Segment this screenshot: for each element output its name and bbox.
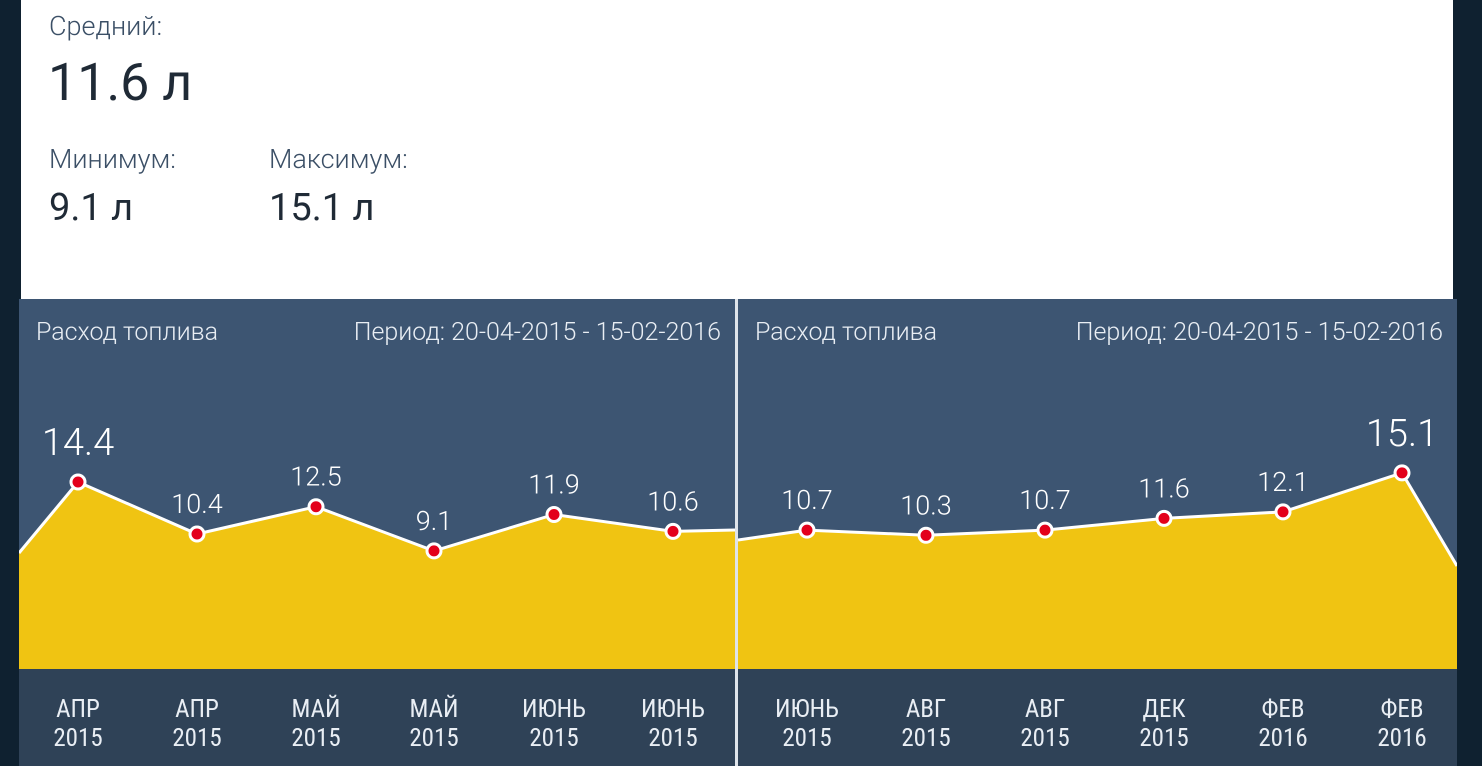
x-tick-month: ИЮНЬ (775, 695, 839, 724)
fuel-chart-2[interactable]: 10.7ИЮНЬ201510.3АВГ201510.7АВГ201511.6ДЕ… (738, 299, 1457, 766)
maximum-label: Максимум: (269, 143, 408, 175)
x-tick-year: 2016 (1377, 724, 1426, 753)
x-tick-month: ФЕВ (1380, 695, 1423, 724)
x-tick-month: АПР (56, 695, 100, 724)
data-label: 12.5 (290, 461, 341, 493)
data-label: 10.7 (1019, 484, 1070, 516)
x-tick-year: 2015 (291, 724, 340, 753)
maximum-value: 15.1 л (269, 186, 375, 230)
x-tick-year: 2015 (53, 724, 102, 753)
x-tick-year: 2015 (648, 724, 697, 753)
panel-divider (735, 299, 738, 766)
data-point[interactable] (188, 525, 206, 543)
fuel-chart-panel-1[interactable]: 14.4 АПР 2015 10.4 АПР 2015 12.5 МАЙ 2015 9.1 МАЙ 2… (19, 299, 735, 766)
x-tick-month: МАЙ (291, 694, 340, 724)
series-line (19, 480, 735, 554)
data-label: 15.1 (1366, 412, 1438, 456)
x-tick-year: 2015 (1139, 724, 1188, 753)
x-tick-month: АВГ (1025, 695, 1065, 724)
x-axis-band (19, 669, 735, 766)
x-tick-month: АВГ (906, 695, 946, 724)
area-fill (738, 472, 1457, 669)
data-point[interactable] (1393, 464, 1411, 482)
data-point[interactable] (1274, 503, 1292, 521)
minimum-value: 9.1 л (49, 186, 134, 230)
data-label: 10.4 (171, 488, 222, 520)
data-point[interactable] (69, 473, 87, 491)
data-point[interactable] (1036, 521, 1054, 539)
data-point[interactable] (798, 521, 816, 539)
data-point[interactable] (425, 542, 443, 560)
chart-period: Период: 20-04-2015 - 15-02-2016 (353, 318, 721, 347)
x-tick-month: АПР (175, 695, 219, 724)
fuel-chart-1[interactable]: 14.4АПР201510.4АПР201512.5МАЙ20159.1МАЙ2… (19, 299, 735, 766)
x-tick-month: ФЕВ (1261, 695, 1304, 724)
x-tick-year: 2015 (1020, 724, 1069, 753)
fuel-chart-panel-2[interactable]: 10.7 ИЮНЬ 2015 10.3 АВГ 2015 10.7 АВГ 2015 11.6 ДЕ… (738, 299, 1457, 766)
x-tick-year: 2015 (901, 724, 950, 753)
data-label: 10.6 (647, 485, 698, 517)
x-tick-year: 2015 (409, 724, 458, 753)
chart-period: Период: 20-04-2015 - 15-02-2016 (1075, 318, 1443, 347)
data-label: 12.1 (1257, 466, 1308, 498)
x-tick-month: МАЙ (409, 694, 458, 724)
data-label: 10.7 (781, 484, 832, 516)
x-tick-year: 2015 (782, 724, 831, 753)
data-point[interactable] (1155, 509, 1173, 527)
data-label: 11.9 (528, 469, 579, 501)
x-tick-year: 2015 (529, 724, 578, 753)
data-point[interactable] (917, 526, 935, 544)
data-label: 9.1 (416, 505, 452, 537)
x-tick-month: ИЮНЬ (522, 695, 586, 724)
x-tick-month: ДЕК (1143, 695, 1186, 724)
x-axis-band (738, 669, 1457, 766)
chart-title: Расход топлива (755, 318, 938, 347)
chart-title: Расход топлива (36, 318, 219, 347)
average-value: 11.6 л (48, 52, 193, 113)
data-label: 14.4 (42, 421, 114, 465)
x-tick-month: ИЮНЬ (641, 695, 705, 724)
data-label: 11.6 (1138, 472, 1189, 504)
area-fill (19, 482, 735, 669)
series-line (738, 471, 1457, 567)
data-point[interactable] (545, 506, 563, 523)
minimum-label: Минимум: (49, 143, 176, 175)
average-label: Средний: (49, 10, 163, 42)
data-point[interactable] (664, 522, 682, 540)
data-label: 10.3 (900, 489, 951, 521)
data-point[interactable] (307, 498, 325, 516)
x-tick-year: 2016 (1258, 724, 1307, 753)
stats-card: Средний: 11.6 л Минимум: 9.1 л Максимум:… (21, 0, 1453, 299)
x-tick-year: 2015 (172, 724, 221, 753)
